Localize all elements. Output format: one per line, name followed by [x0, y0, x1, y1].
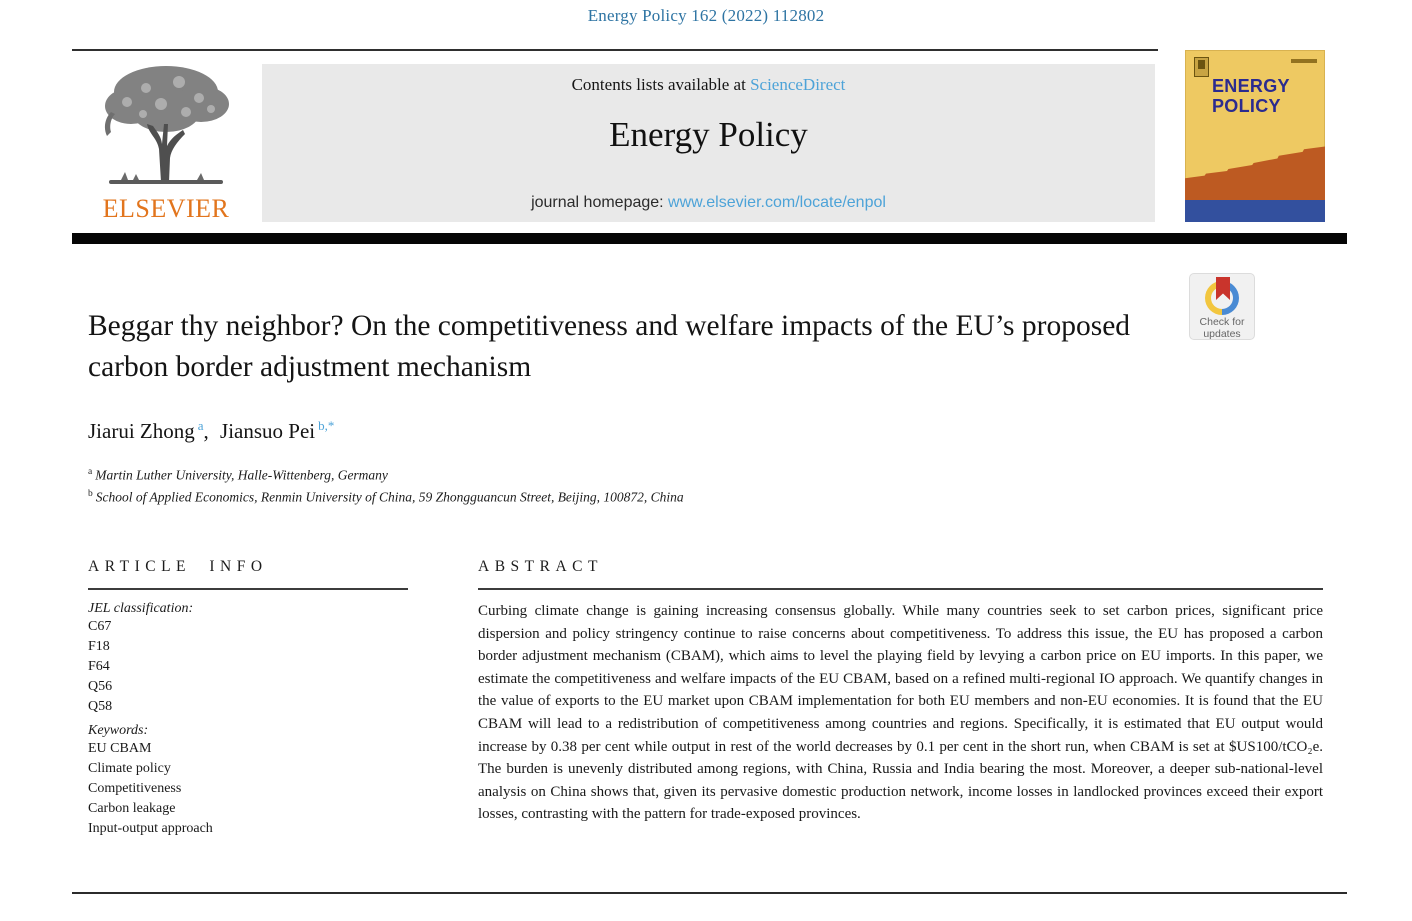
cover-emblem-icon [1194, 57, 1209, 77]
affiliation-text: School of Applied Economics, Renmin Univ… [95, 489, 684, 505]
abstract-text: Curbing climate change is gaining increa… [478, 603, 1323, 823]
jel-classification-label: JEL classification: [88, 601, 194, 616]
top-divider [72, 49, 1158, 51]
abstract-section: ABSTRACT Curbing climate change is gaini… [478, 558, 1323, 826]
keywords-label: Keywords: [88, 723, 149, 738]
affiliation-line: b School of Applied Economics, Renmin Uni… [88, 485, 684, 507]
journal-citation: Energy Policy 162 (2022) 112802 [0, 6, 1412, 26]
jel-code: F18 [88, 639, 110, 654]
cover-mountain-art [1185, 146, 1325, 202]
bottom-divider [72, 892, 1347, 894]
cover-title: ENERGY POLICY [1212, 76, 1290, 116]
author-name: Jiarui Zhong [88, 419, 195, 443]
article-info-section: ARTICLE INFO JEL classification: C67 F18… [88, 558, 408, 839]
cover-bottom-band [1185, 200, 1325, 222]
author-affiliation-link[interactable]: a [197, 418, 204, 433]
keyword: EU CBAM [88, 741, 152, 756]
header-separator-bar [72, 233, 1347, 244]
jel-code: F64 [88, 659, 110, 674]
affiliation-text: Martin Luther University, Halle-Wittenbe… [95, 467, 388, 483]
author-name: Jiansuo Pei [220, 419, 316, 443]
keyword: Carbon leakage [88, 801, 176, 816]
masthead-banner: Contents lists available at ScienceDirec… [262, 64, 1155, 222]
cover-issn-text [1291, 59, 1317, 63]
abstract-heading: ABSTRACT [478, 558, 603, 575]
affiliation-line: a Martin Luther University, Halle-Wittenb… [88, 463, 684, 485]
elsevier-tree-logo [104, 66, 229, 184]
journal-title: Energy Policy [609, 115, 808, 154]
elsevier-wordmark: ELSEVIER [102, 194, 230, 223]
author-separator: , [203, 419, 209, 443]
contents-prefix: Contents lists available at [571, 75, 751, 94]
affiliation-marker: a [88, 467, 93, 477]
journal-citation-link[interactable]: Energy Policy 162 (2022) 112802 [587, 6, 825, 25]
check-for-updates-label: Check for updates [1199, 316, 1245, 340]
keyword: Climate policy [88, 761, 171, 776]
abstract-rule [478, 588, 1323, 590]
homepage-line: journal homepage: www.elsevier.com/locat… [262, 194, 1155, 212]
author-list: Jiarui Zhong a, Jiansuo Pei b,* [88, 418, 334, 444]
article-info-heading: ARTICLE INFO [88, 558, 268, 575]
homepage-prefix: journal homepage: [531, 194, 669, 211]
affiliation-list: a Martin Luther University, Halle-Wittenb… [88, 463, 684, 507]
crossmark-bookmark-icon [1216, 277, 1230, 300]
check-for-updates-badge[interactable]: Check for updates [1189, 273, 1255, 340]
jel-code: Q56 [88, 679, 113, 694]
journal-homepage-link[interactable]: www.elsevier.com/locate/enpol [668, 194, 886, 211]
article-info-rule [88, 588, 408, 590]
paper-title: Beggar thy neighbor? On the competitiven… [88, 310, 1131, 383]
contents-line: Contents lists available at ScienceDirec… [262, 75, 1155, 95]
journal-cover-thumbnail: ENERGY POLICY [1185, 50, 1325, 222]
keyword: Input-output approach [88, 821, 213, 836]
elsevier-logo: ELSEVIER [86, 54, 246, 224]
affiliation-marker: b [88, 489, 93, 499]
sciencedirect-link[interactable]: ScienceDirect [750, 75, 846, 94]
keyword: Competitiveness [88, 781, 182, 796]
jel-code: C67 [88, 619, 112, 634]
author-affiliation-link[interactable]: b,* [318, 418, 335, 433]
jel-code: Q58 [88, 699, 113, 714]
